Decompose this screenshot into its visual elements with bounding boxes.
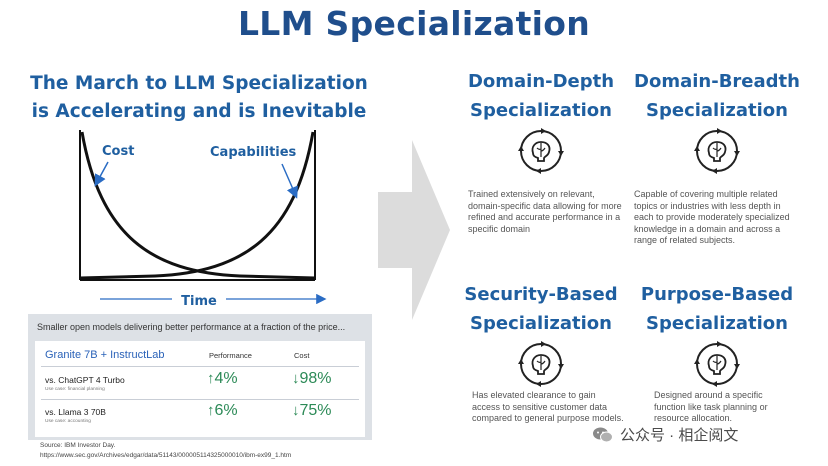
spec-description: Capable of covering multiple related top… <box>634 189 790 245</box>
benchmark-panel: Smaller open models delivering better pe… <box>28 314 372 440</box>
capabilities-curve <box>79 131 315 280</box>
arrow-down-icon: ↓ <box>292 370 300 387</box>
spec-purpose-based: Purpose-Based Specialization Designed ar… <box>632 280 802 425</box>
panel-heading: Smaller open models delivering better pe… <box>37 322 346 332</box>
divider <box>41 399 359 400</box>
spec-description: Has elevated clearance to gain access to… <box>472 390 624 423</box>
row-model: vs. ChatGPT 4 Turbo <box>45 375 125 385</box>
cost-curve <box>80 131 316 280</box>
cost-value: ↓75% <box>292 402 332 419</box>
spec-title: Domain-Depth Specialization <box>467 71 615 121</box>
table-title: Granite 7B + InstructLab <box>45 349 165 361</box>
performance-value: ↑6% <box>207 402 238 419</box>
performance-value: ↑4% <box>207 370 238 387</box>
source-link[interactable]: https://www.sec.gov/Archives/edgar/data/… <box>40 452 292 459</box>
spec-domain-depth: Domain-Depth Specialization Trained exte… <box>456 67 626 235</box>
spec-title: Security-Based Specialization <box>464 284 618 334</box>
spec-description: Designed around a specific function like… <box>654 390 768 423</box>
column-header-cost: Cost <box>294 351 310 360</box>
subtitle-line-2: is Accelerating and is Inevitable <box>31 101 367 122</box>
arrow-down-icon: ↓ <box>292 402 300 419</box>
spec-description: Trained extensively on relevant, domain-… <box>468 189 622 234</box>
brain-cycle-icon <box>694 128 740 174</box>
capabilities-pointer <box>281 163 298 199</box>
row-use-case: Use case: accounting <box>45 419 91 424</box>
source-label: Source: IBM Investor Day. <box>40 442 116 449</box>
arrow-up-icon: ↑ <box>207 402 215 419</box>
arrow-up-icon: ↑ <box>207 370 215 387</box>
source-citation: Source: IBM Investor Day. https://www.se… <box>40 441 291 461</box>
big-right-arrow <box>378 140 450 320</box>
cost-pointer <box>94 161 109 187</box>
spec-domain-breadth: Domain-Breadth Specialization Capable of… <box>632 67 802 247</box>
brain-cycle-icon <box>694 341 740 387</box>
section-subtitle: The March to LLM Specialization is Accel… <box>30 70 368 126</box>
spec-title: Domain-Breadth Specialization <box>634 71 800 121</box>
capabilities-label: Capabilities <box>210 145 297 160</box>
brain-cycle-icon <box>518 341 564 387</box>
spec-security-based: Security-Based Specialization Has elevat… <box>456 280 626 425</box>
divider <box>41 366 359 367</box>
column-header-performance: Performance <box>209 351 252 360</box>
time-label: Time <box>181 294 217 309</box>
wechat-icon <box>593 427 613 442</box>
row-model: vs. Llama 3 70B <box>45 407 106 417</box>
cost-value: ↓98% <box>292 370 332 387</box>
row-use-case: Use case: financial planning <box>45 387 105 392</box>
cost-label: Cost <box>102 144 134 159</box>
benchmark-table: Granite 7B + InstructLab Performance Cos… <box>35 341 365 437</box>
page-title: LLM Specialization <box>237 4 591 43</box>
cost-capabilities-chart: Cost Capabilities Time <box>79 130 327 309</box>
brain-cycle-icon <box>518 128 564 174</box>
watermark-text: 公众号 · 相企阅文 <box>620 427 739 444</box>
spec-title: Purpose-Based Specialization <box>640 284 794 334</box>
watermark: 公众号 · 相企阅文 <box>592 424 738 445</box>
subtitle-line-1: The March to LLM Specialization <box>30 73 368 94</box>
